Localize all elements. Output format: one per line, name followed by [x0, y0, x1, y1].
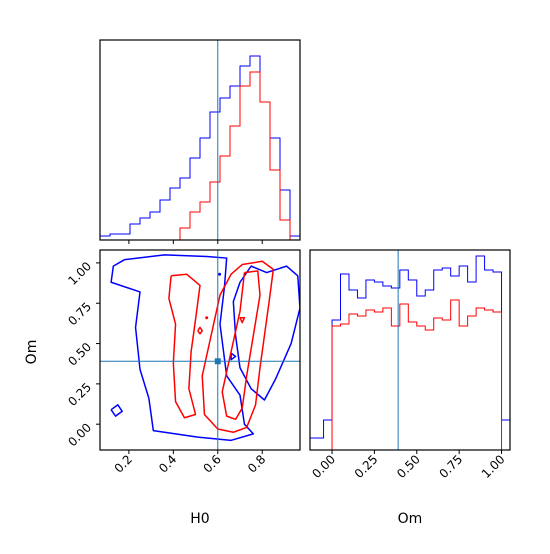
contour-line-5 — [221, 270, 261, 421]
x-axis-label-h0: H0 — [190, 511, 209, 527]
contour-x-tick-label: 0.2 — [112, 452, 135, 475]
hist-om-x-tick-label: 1.00 — [479, 452, 508, 481]
histogram-om-panel: 0.00 0.25 0.50 0.75 1.00 — [309, 249, 511, 481]
contour-panel-h0-om: 0.2 0.4 0.6 0.8 0.00 0.25 0.50 0.75 1.00 — [65, 249, 301, 476]
truth-marker — [214, 358, 221, 365]
contour-y-tick-label: 1.00 — [65, 259, 94, 288]
contour-line-4 — [201, 260, 275, 434]
contour-line-3 — [230, 352, 237, 361]
hist-om-x-tick-label: 0.50 — [394, 452, 423, 481]
hist-om-x-tick-label: 0.25 — [352, 452, 381, 481]
contour-y-tick-label: 0.50 — [65, 340, 94, 369]
contour-lines — [110, 254, 300, 442]
contour-y-tick-label: 0.00 — [65, 420, 94, 449]
histogram-h0-panel — [99, 39, 301, 244]
contour-dot-1 — [205, 316, 209, 320]
histogram-series-1 — [331, 299, 503, 450]
hist-om-x-tick-label: 0.00 — [309, 452, 338, 481]
contour-y-tick-label: 0.75 — [65, 299, 94, 328]
hist-om-x-tick-label: 0.75 — [436, 452, 465, 481]
panel-frame-om — [309, 249, 511, 451]
histogram-series-0 — [309, 255, 511, 450]
contour-line-0 — [110, 254, 255, 442]
contour-line-2 — [110, 404, 123, 417]
panel-frame-contour — [99, 249, 301, 451]
contour-x-tick-label: 0.8 — [245, 452, 268, 475]
contour-line-7 — [239, 316, 246, 324]
contour-line-8 — [197, 326, 203, 335]
panel-frame-h0 — [99, 39, 301, 241]
x-axis-label-om: Om — [398, 511, 423, 527]
contour-x-tick-label: 0.6 — [200, 452, 223, 475]
contour-y-tick-label: 0.25 — [65, 380, 94, 409]
y-axis-label-om: Om — [24, 340, 40, 365]
contour-x-tick-label: 0.4 — [156, 452, 179, 475]
contour-dot-0 — [218, 272, 222, 276]
contour-line-6 — [168, 273, 201, 419]
